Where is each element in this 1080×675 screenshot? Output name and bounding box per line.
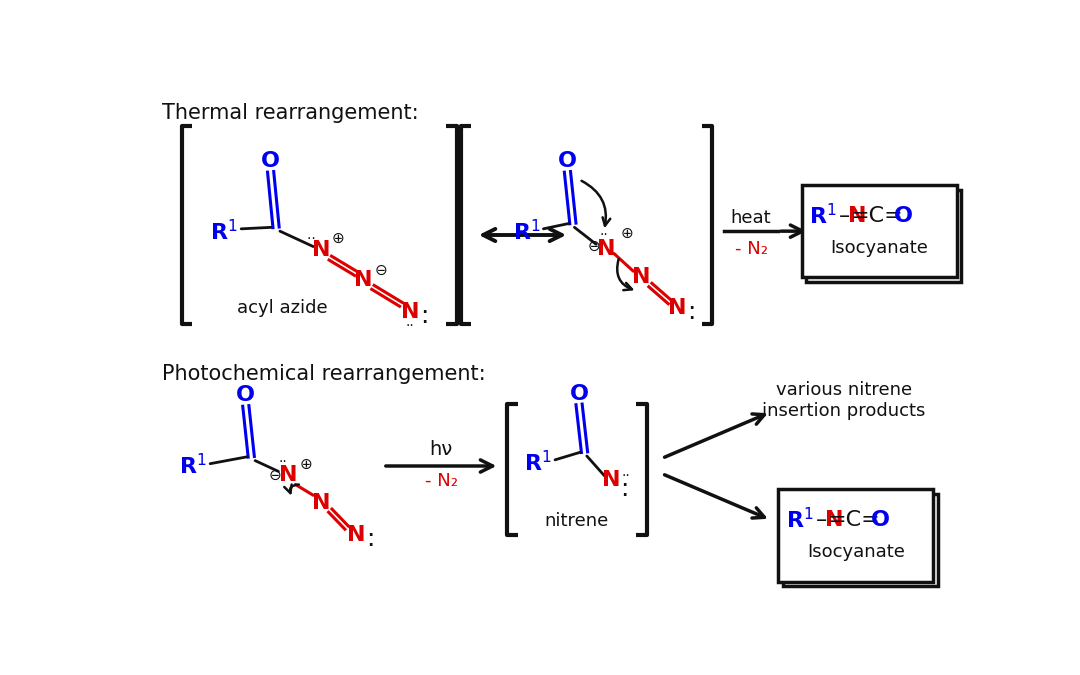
Text: hν: hν [430, 439, 453, 458]
Text: Isocyanate: Isocyanate [807, 543, 905, 561]
Text: ··: ·· [622, 469, 631, 483]
Text: N: N [280, 465, 298, 485]
Text: N: N [347, 525, 365, 545]
Text: O: O [569, 383, 589, 404]
Text: ··: ·· [406, 319, 415, 333]
Bar [783, 493, 937, 586]
Text: O: O [894, 206, 914, 225]
Text: N: N [401, 302, 419, 322]
Text: N: N [848, 206, 866, 225]
Text: Isocyanate: Isocyanate [831, 239, 928, 257]
Text: N: N [669, 298, 687, 318]
Text: ⊕: ⊕ [300, 457, 312, 472]
Text: R$^1$: R$^1$ [179, 454, 207, 479]
Text: nitrene: nitrene [544, 512, 609, 531]
Text: Thermal rearrangement:: Thermal rearrangement: [162, 103, 419, 123]
Text: :: : [366, 527, 374, 551]
Text: ··: ·· [599, 228, 608, 242]
Text: :: : [621, 477, 629, 501]
Text: O: O [237, 385, 255, 405]
Text: N: N [602, 470, 620, 490]
Text: Photochemical rearrangement:: Photochemical rearrangement: [162, 364, 486, 384]
Text: –: – [816, 510, 827, 530]
Text: R$^1$: R$^1$ [513, 219, 540, 244]
Text: ⊕: ⊕ [332, 231, 345, 246]
Text: –: – [839, 206, 851, 225]
Text: O: O [872, 510, 890, 530]
Text: R$^1$: R$^1$ [524, 450, 552, 475]
Bar [779, 489, 933, 581]
Text: N: N [825, 510, 843, 530]
Text: N: N [354, 269, 373, 290]
Text: =C=: =C= [851, 206, 904, 225]
Text: - N₂: - N₂ [424, 472, 458, 491]
Text: :: : [687, 300, 696, 324]
Text: ⊖: ⊖ [588, 239, 600, 254]
Text: acyl azide: acyl azide [237, 299, 327, 317]
Text: N: N [632, 267, 650, 288]
Bar [801, 185, 957, 277]
Text: heat: heat [731, 209, 771, 227]
Text: :: : [420, 304, 429, 328]
Text: N: N [312, 240, 330, 261]
Text: N: N [597, 239, 616, 259]
Text: various nitrene
insertion products: various nitrene insertion products [762, 381, 926, 420]
Text: O: O [558, 151, 577, 171]
Text: ··: ·· [279, 455, 287, 469]
Text: R$^1$: R$^1$ [809, 203, 837, 228]
Text: =C=: =C= [828, 510, 880, 530]
Text: ⊕: ⊕ [621, 226, 634, 241]
Text: R$^1$: R$^1$ [211, 219, 238, 244]
Text: ⊖: ⊖ [375, 263, 387, 278]
Text: ⊖: ⊖ [269, 468, 282, 483]
Text: R$^1$: R$^1$ [786, 508, 814, 533]
Text: ··: ·· [307, 232, 320, 246]
Bar [806, 190, 961, 282]
Text: O: O [261, 151, 280, 171]
Text: N: N [312, 493, 330, 513]
Text: - N₂: - N₂ [734, 240, 768, 258]
